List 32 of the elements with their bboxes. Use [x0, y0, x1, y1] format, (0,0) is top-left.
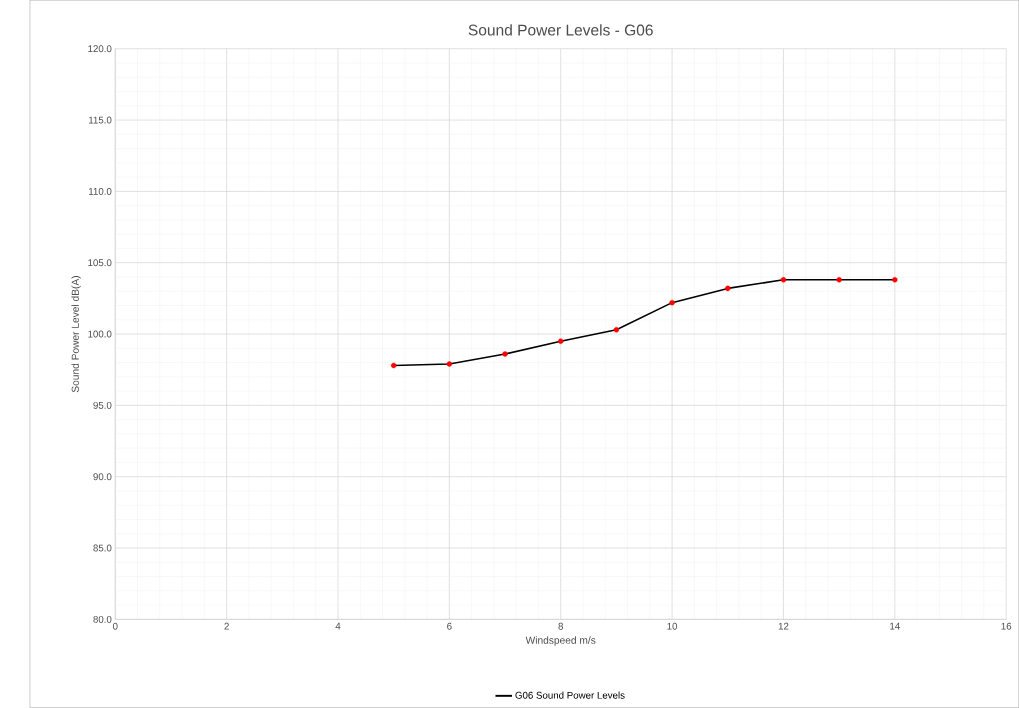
point	[558, 338, 564, 344]
point	[725, 285, 731, 292]
y-tick-label: 100.0	[88, 330, 112, 338]
x-tick-label: 4	[335, 622, 341, 630]
point	[892, 277, 898, 283]
y-tick-label: 80.0	[93, 616, 112, 623]
legend-label: G06 Sound Power Levels	[515, 691, 625, 699]
x-tick-label: 12	[778, 622, 789, 630]
point	[669, 300, 675, 306]
y-tick-label: 120.0	[88, 45, 112, 53]
point	[446, 361, 453, 367]
x-tick-label: 10	[667, 622, 678, 630]
y-tick-label: 95.0	[93, 402, 112, 409]
x-tick-label: 16	[1001, 622, 1012, 630]
point	[613, 327, 620, 333]
chart-title: Sound Power Levels - G06	[468, 24, 653, 36]
y-tick-label: 85.0	[93, 544, 112, 552]
y-tick-label: 115.0	[89, 116, 112, 124]
y-tick-label: 110.0	[89, 188, 112, 195]
y-tick-label: 105.0	[88, 259, 112, 267]
y-tick-label: 90.0	[93, 473, 112, 481]
point	[780, 277, 787, 283]
x-axis-title: Windspeed m/s	[525, 636, 596, 646]
x-tick-label: 8	[558, 622, 564, 630]
x-tick-label: 0	[112, 622, 118, 630]
x-tick-label: 2	[224, 622, 229, 630]
point	[836, 277, 842, 283]
y-axis-title: Sound Power Level dB(A)	[71, 276, 81, 393]
x-tick-label: 6	[447, 622, 452, 630]
x-tick-label: 14	[890, 622, 900, 630]
point	[390, 362, 397, 369]
point	[502, 351, 508, 357]
